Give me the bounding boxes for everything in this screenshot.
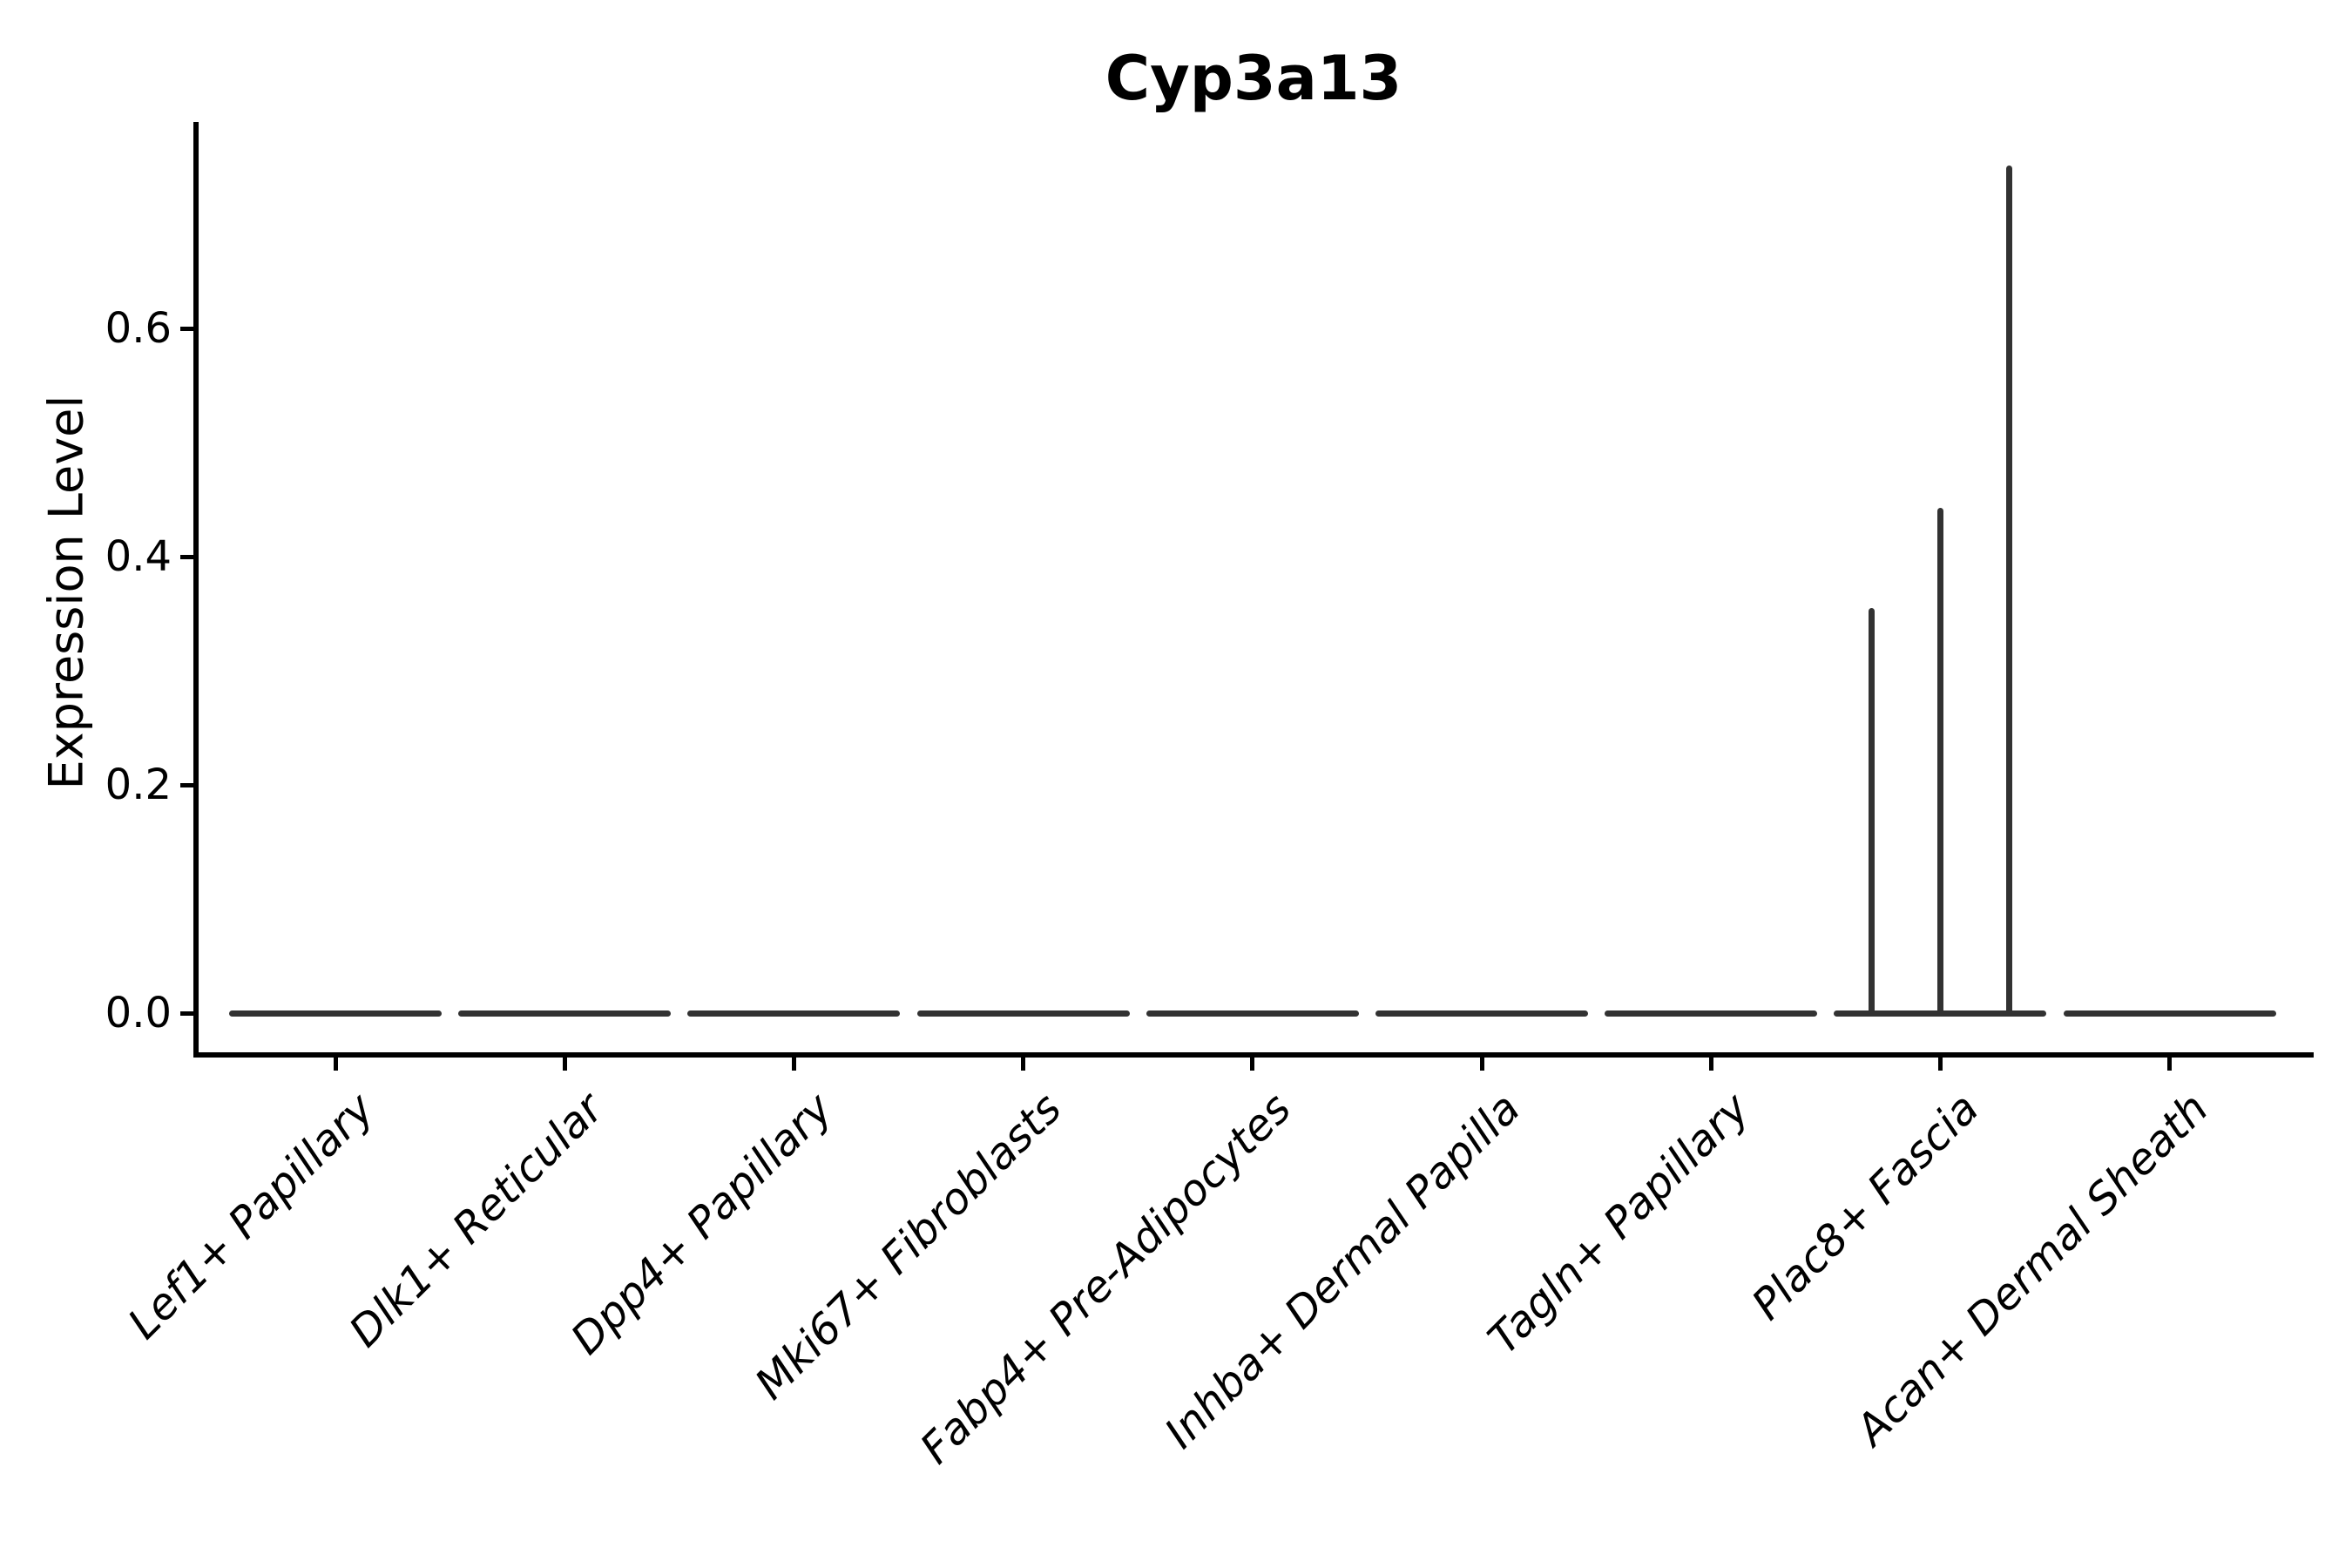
violin-baseline	[229, 1010, 442, 1017]
violin-baseline	[1146, 1010, 1359, 1017]
x-tick	[1479, 1058, 1484, 1071]
y-tick-label: 0.4	[105, 532, 172, 581]
violin-baseline	[2063, 1010, 2276, 1017]
x-tick-label: Fabp4+ Pre-Adipocytes	[910, 1083, 1301, 1474]
y-tick-label: 0.0	[105, 989, 172, 1037]
x-tick	[1937, 1058, 1943, 1071]
x-tick	[1708, 1058, 1713, 1071]
y-tick	[180, 326, 193, 331]
violin-baseline	[1605, 1010, 1818, 1017]
y-axis-spine	[193, 122, 199, 1058]
x-tick-label: Plac8+ Fascia	[1742, 1083, 1989, 1330]
x-tick-label: Dlk1+ Reticular	[339, 1083, 613, 1357]
x-tick	[333, 1058, 338, 1071]
y-tick-label: 0.6	[105, 304, 172, 353]
x-axis-spine	[193, 1052, 2314, 1058]
x-tick	[1021, 1058, 1026, 1071]
violin-baseline	[1375, 1010, 1588, 1017]
y-tick	[180, 554, 193, 559]
y-tick	[180, 782, 193, 787]
violin-baseline	[687, 1010, 901, 1017]
chart-title: Cyp3a13	[1105, 43, 1402, 114]
x-tick	[791, 1058, 796, 1071]
x-tick	[1250, 1058, 1255, 1071]
x-tick	[562, 1058, 567, 1071]
y-tick	[180, 1010, 193, 1016]
y-tick-label: 0.2	[105, 760, 172, 809]
x-tick-label: Tagln+ Papillary	[1478, 1083, 1760, 1364]
violin-spike	[2005, 165, 2012, 1016]
y-axis-label: Expression Level	[38, 395, 94, 790]
violin-spike	[1868, 607, 1875, 1016]
x-tick	[2167, 1058, 2173, 1071]
violin-baseline	[458, 1010, 672, 1017]
violin-baseline	[916, 1010, 1130, 1017]
x-tick-label: Lef1+ Papillary	[118, 1083, 384, 1349]
violin-spike	[1936, 507, 1943, 1016]
